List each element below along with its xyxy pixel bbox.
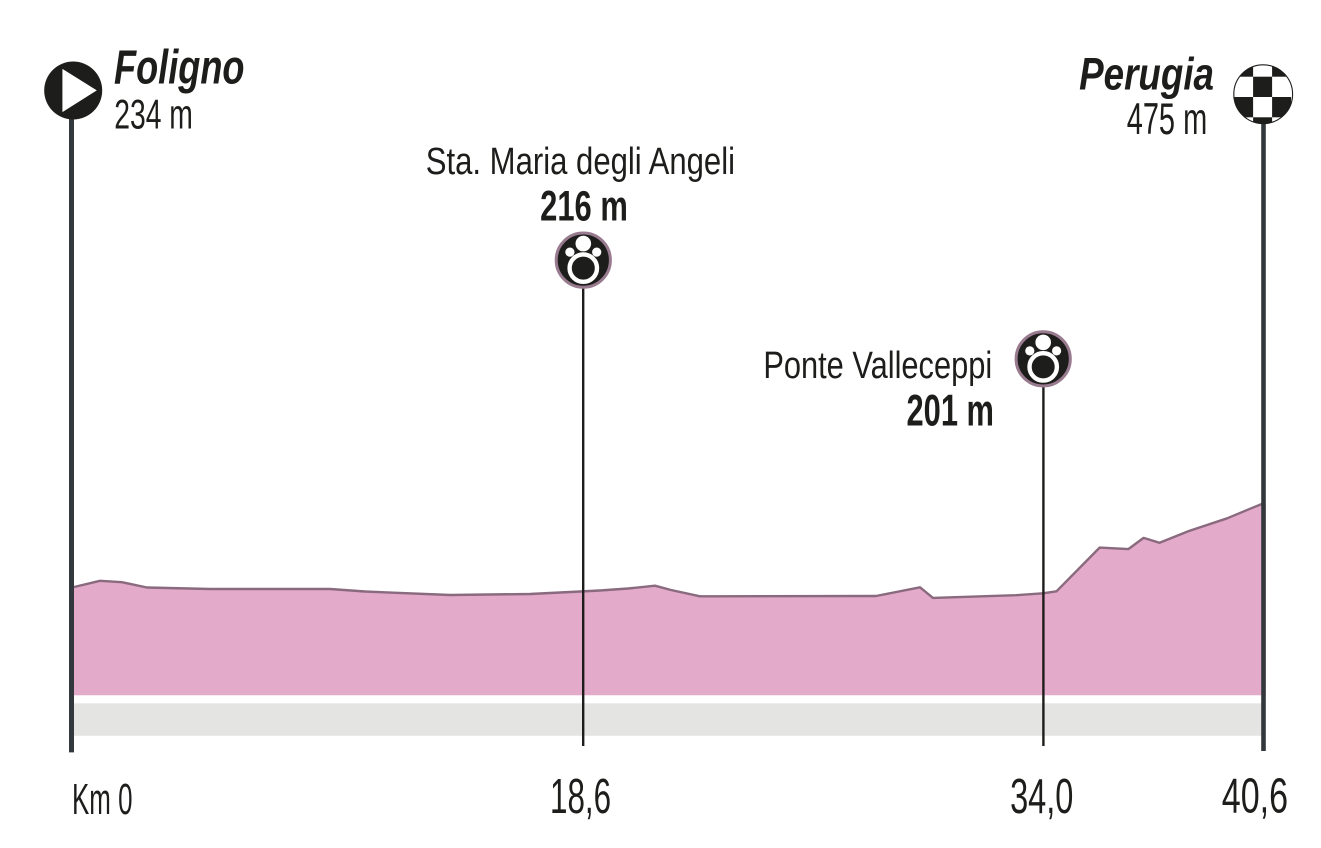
- svg-text:216 m: 216 m: [540, 182, 628, 230]
- svg-text:201 m: 201 m: [907, 387, 994, 436]
- svg-text:18,6: 18,6: [550, 770, 611, 824]
- svg-text:Foligno: Foligno: [114, 42, 244, 95]
- svg-text:475 m: 475 m: [1127, 95, 1207, 144]
- svg-text:34,0: 34,0: [1010, 770, 1073, 824]
- svg-text:Km 0: Km 0: [72, 776, 133, 824]
- svg-text:Sta. Maria degli Angeli: Sta. Maria degli Angeli: [426, 140, 735, 183]
- svg-text:Ponte Valleceppi: Ponte Valleceppi: [763, 344, 992, 387]
- svg-text:Perugia: Perugia: [1079, 48, 1214, 99]
- svg-text:234 m: 234 m: [114, 90, 193, 137]
- svg-text:40,6: 40,6: [1222, 769, 1288, 823]
